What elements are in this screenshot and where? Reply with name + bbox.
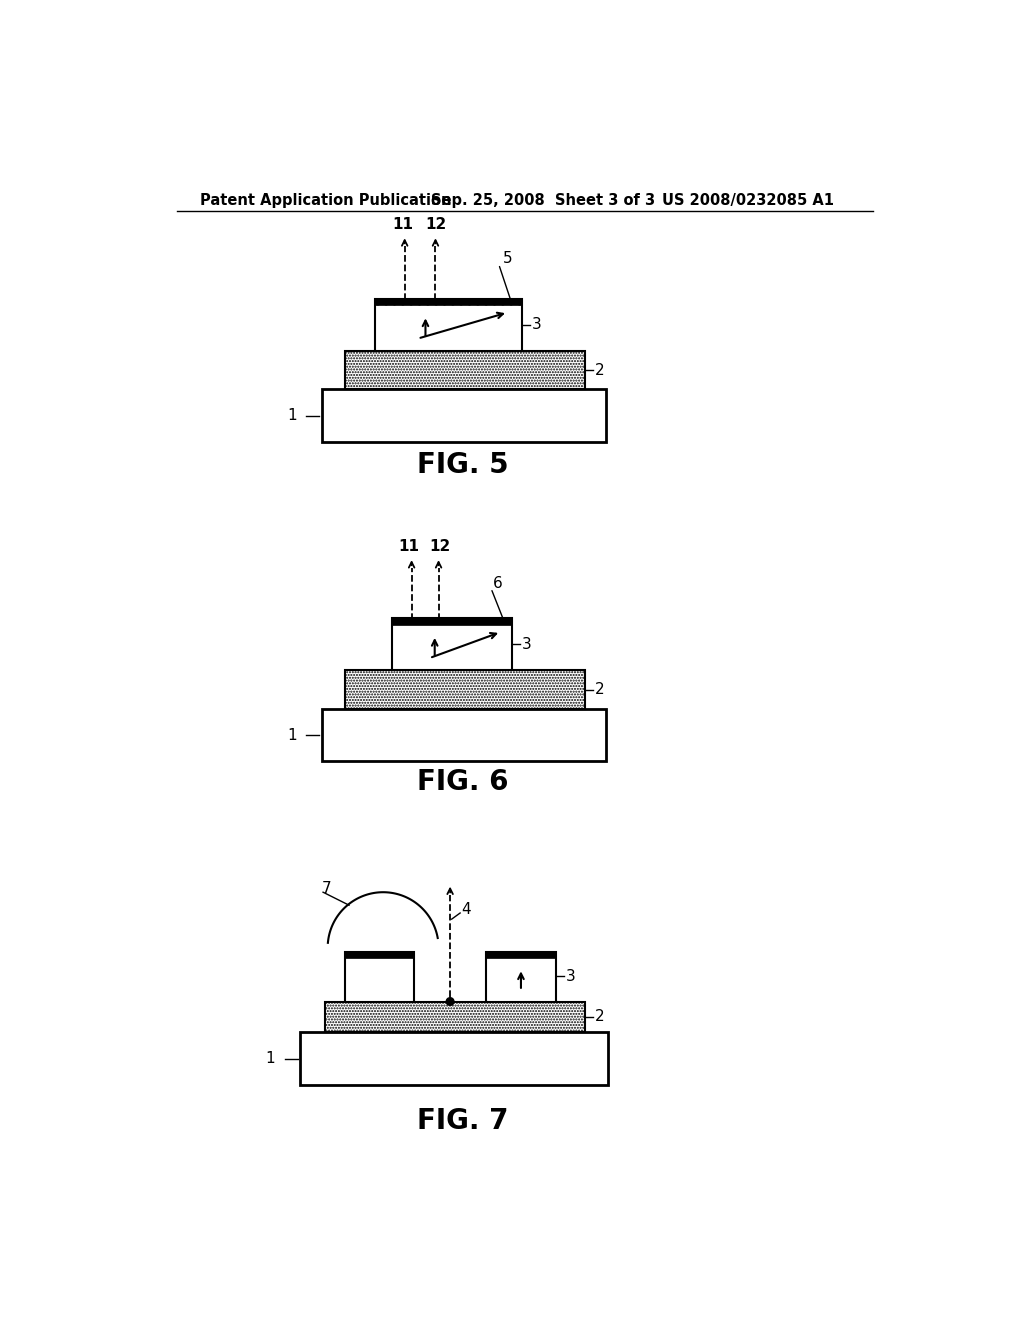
- Text: 1: 1: [265, 1051, 275, 1067]
- Text: 6: 6: [493, 576, 502, 591]
- Text: 2: 2: [595, 363, 604, 378]
- Bar: [345, 351, 585, 389]
- Bar: [322, 709, 606, 762]
- Text: 5: 5: [503, 251, 512, 267]
- Bar: [486, 952, 556, 958]
- Text: FIG. 5: FIG. 5: [418, 451, 509, 479]
- Text: 3: 3: [521, 636, 531, 652]
- Bar: [325, 1002, 585, 1032]
- Bar: [486, 952, 556, 1002]
- Bar: [376, 298, 521, 351]
- Bar: [376, 298, 521, 305]
- Text: FIG. 6: FIG. 6: [418, 768, 509, 796]
- Text: 1: 1: [288, 408, 297, 424]
- Bar: [392, 618, 512, 626]
- Text: FIG. 7: FIG. 7: [418, 1107, 509, 1135]
- Text: 11: 11: [392, 216, 413, 232]
- Text: 12: 12: [429, 539, 451, 554]
- Text: 1: 1: [288, 727, 297, 743]
- Text: 11: 11: [398, 539, 420, 554]
- Bar: [345, 952, 414, 958]
- Bar: [345, 952, 414, 1002]
- Circle shape: [446, 998, 454, 1006]
- Text: 12: 12: [426, 216, 446, 232]
- Bar: [345, 671, 585, 709]
- Bar: [300, 1032, 608, 1085]
- Text: 2: 2: [595, 682, 604, 697]
- Text: US 2008/0232085 A1: US 2008/0232085 A1: [662, 193, 834, 209]
- Text: 3: 3: [531, 317, 542, 333]
- Text: Sep. 25, 2008  Sheet 3 of 3: Sep. 25, 2008 Sheet 3 of 3: [431, 193, 655, 209]
- Text: 2: 2: [595, 1010, 604, 1024]
- Text: 4: 4: [461, 902, 470, 916]
- Text: 7: 7: [322, 880, 331, 896]
- Bar: [322, 389, 606, 442]
- Text: Patent Application Publication: Patent Application Publication: [200, 193, 452, 209]
- Text: 3: 3: [565, 969, 575, 983]
- Bar: [392, 618, 512, 671]
